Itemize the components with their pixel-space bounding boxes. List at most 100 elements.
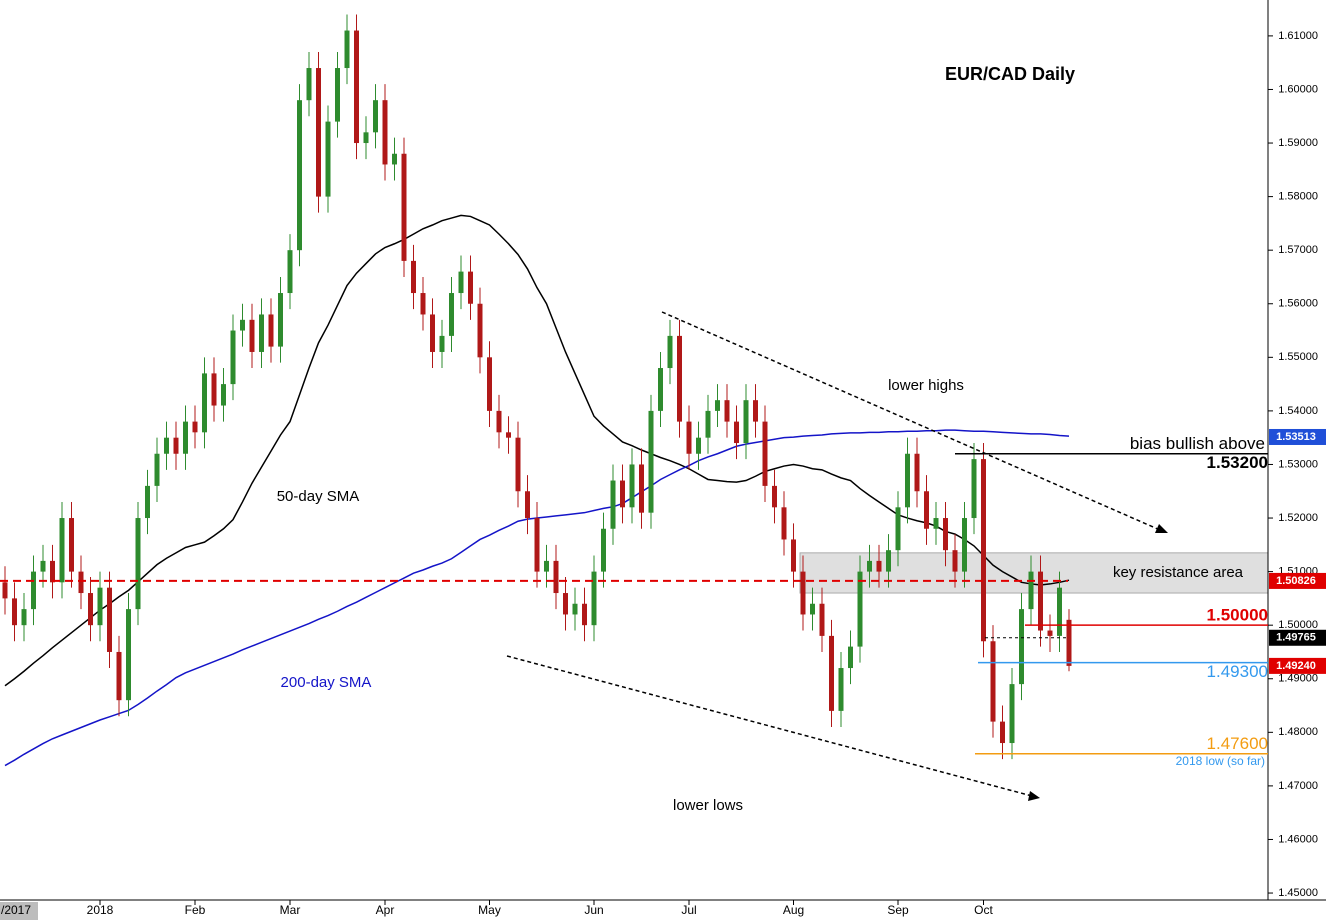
candle-body [221,384,226,406]
y-tick-label: 1.52000 [1278,512,1318,524]
candles [2,14,1072,760]
candle-body [59,518,65,583]
candle-body [601,528,606,572]
candle-body [496,410,502,433]
candle-body [449,293,454,336]
annotation: lower lows [673,797,743,814]
candle-body [810,603,815,615]
candle-body [116,651,122,701]
price-box [1269,428,1326,445]
candle-body [800,571,806,615]
candle-body [610,480,616,529]
candle-body [1066,619,1072,666]
candle-body [354,30,359,144]
candle-body [202,373,207,433]
candle-body [933,518,939,529]
candle-body [696,437,701,454]
price-box [1269,629,1326,646]
reference-lines [0,579,1068,639]
candle-body [534,518,540,572]
resistance-label: key resistance area [1113,564,1244,581]
candle-body [924,491,929,529]
price-box-label: 1.50826 [1276,575,1316,587]
candle-body [962,518,967,572]
annotation: lower highs [888,377,964,394]
candle-body [838,668,844,711]
candle-body [278,293,283,347]
candle-body [78,571,84,594]
x-tick-label: /2017 [1,903,31,917]
candle-body [1038,571,1043,631]
candle-body [382,100,388,165]
y-tick-label: 1.58000 [1278,191,1318,203]
candle-body [211,373,217,406]
y-tick-label: 1.47000 [1278,780,1318,792]
y-tick-label: 1.55000 [1278,351,1318,363]
candle-body [1047,630,1053,636]
candle-body [734,421,739,444]
x-tick-label: Apr [376,903,395,917]
trend-arrows [506,311,1168,801]
x-tick-label: Feb [185,903,206,917]
candle-body [363,132,369,144]
y-tick-label: 1.56000 [1278,298,1318,310]
candle-body [420,293,426,315]
y-tick-label: 1.61000 [1278,30,1318,42]
y-tick-label: 1.45000 [1278,887,1318,899]
level-label: 1.50000 [1207,606,1268,625]
candle-body [306,68,312,101]
candle-body [905,453,910,508]
candle-body [620,480,625,508]
candle-body [344,30,350,69]
candle-body [458,271,464,294]
candle-body [544,560,549,572]
candle-body [677,335,682,422]
candle-body [325,121,331,197]
candle-body [192,421,198,433]
price-box-label: 1.49240 [1276,660,1316,672]
candle-body [829,635,834,711]
y-tick-label: 1.60000 [1278,83,1318,95]
candle-body [173,437,179,454]
price-box [1269,657,1326,674]
candle-body [230,330,236,385]
y-tick-label: 1.54000 [1278,405,1318,417]
candle-body [401,153,407,261]
candle-body [791,539,796,572]
candle-body [572,603,578,615]
candle-body [439,335,445,352]
candle-body [705,410,711,438]
candle-body [724,400,730,422]
candle-body [21,609,27,626]
x-tick-label: Aug [783,903,804,917]
arrow-head [1155,524,1168,533]
candle-body [107,587,112,652]
arrow-head [1028,791,1040,801]
candle-body [1009,684,1015,744]
x-tick-label: Sep [887,903,909,917]
candle-body [477,303,483,358]
level-label: 1.47600 [1207,734,1268,753]
price-box-label: 1.53513 [1276,431,1316,443]
candle-body [430,314,435,352]
candle-body [268,314,274,347]
x-tick-label: Mar [280,903,301,917]
price-box-label: 1.49765 [1276,632,1316,644]
candle-body [1000,721,1005,744]
candle-body [392,153,397,165]
x-tick-label: Jul [681,903,696,917]
x-tick-label: Jun [584,903,603,917]
candle-body [249,319,255,352]
sma-line [4,214,1070,687]
x-tick-label: Oct [974,903,993,917]
candle-body [563,593,568,615]
candle-body [316,68,321,197]
y-tick-label: 1.49000 [1278,673,1318,685]
candle-body [50,560,55,583]
candle-body [848,646,853,669]
candle-body [126,609,131,701]
candle-body [164,437,169,454]
level-label: 1.49300 [1207,662,1268,681]
